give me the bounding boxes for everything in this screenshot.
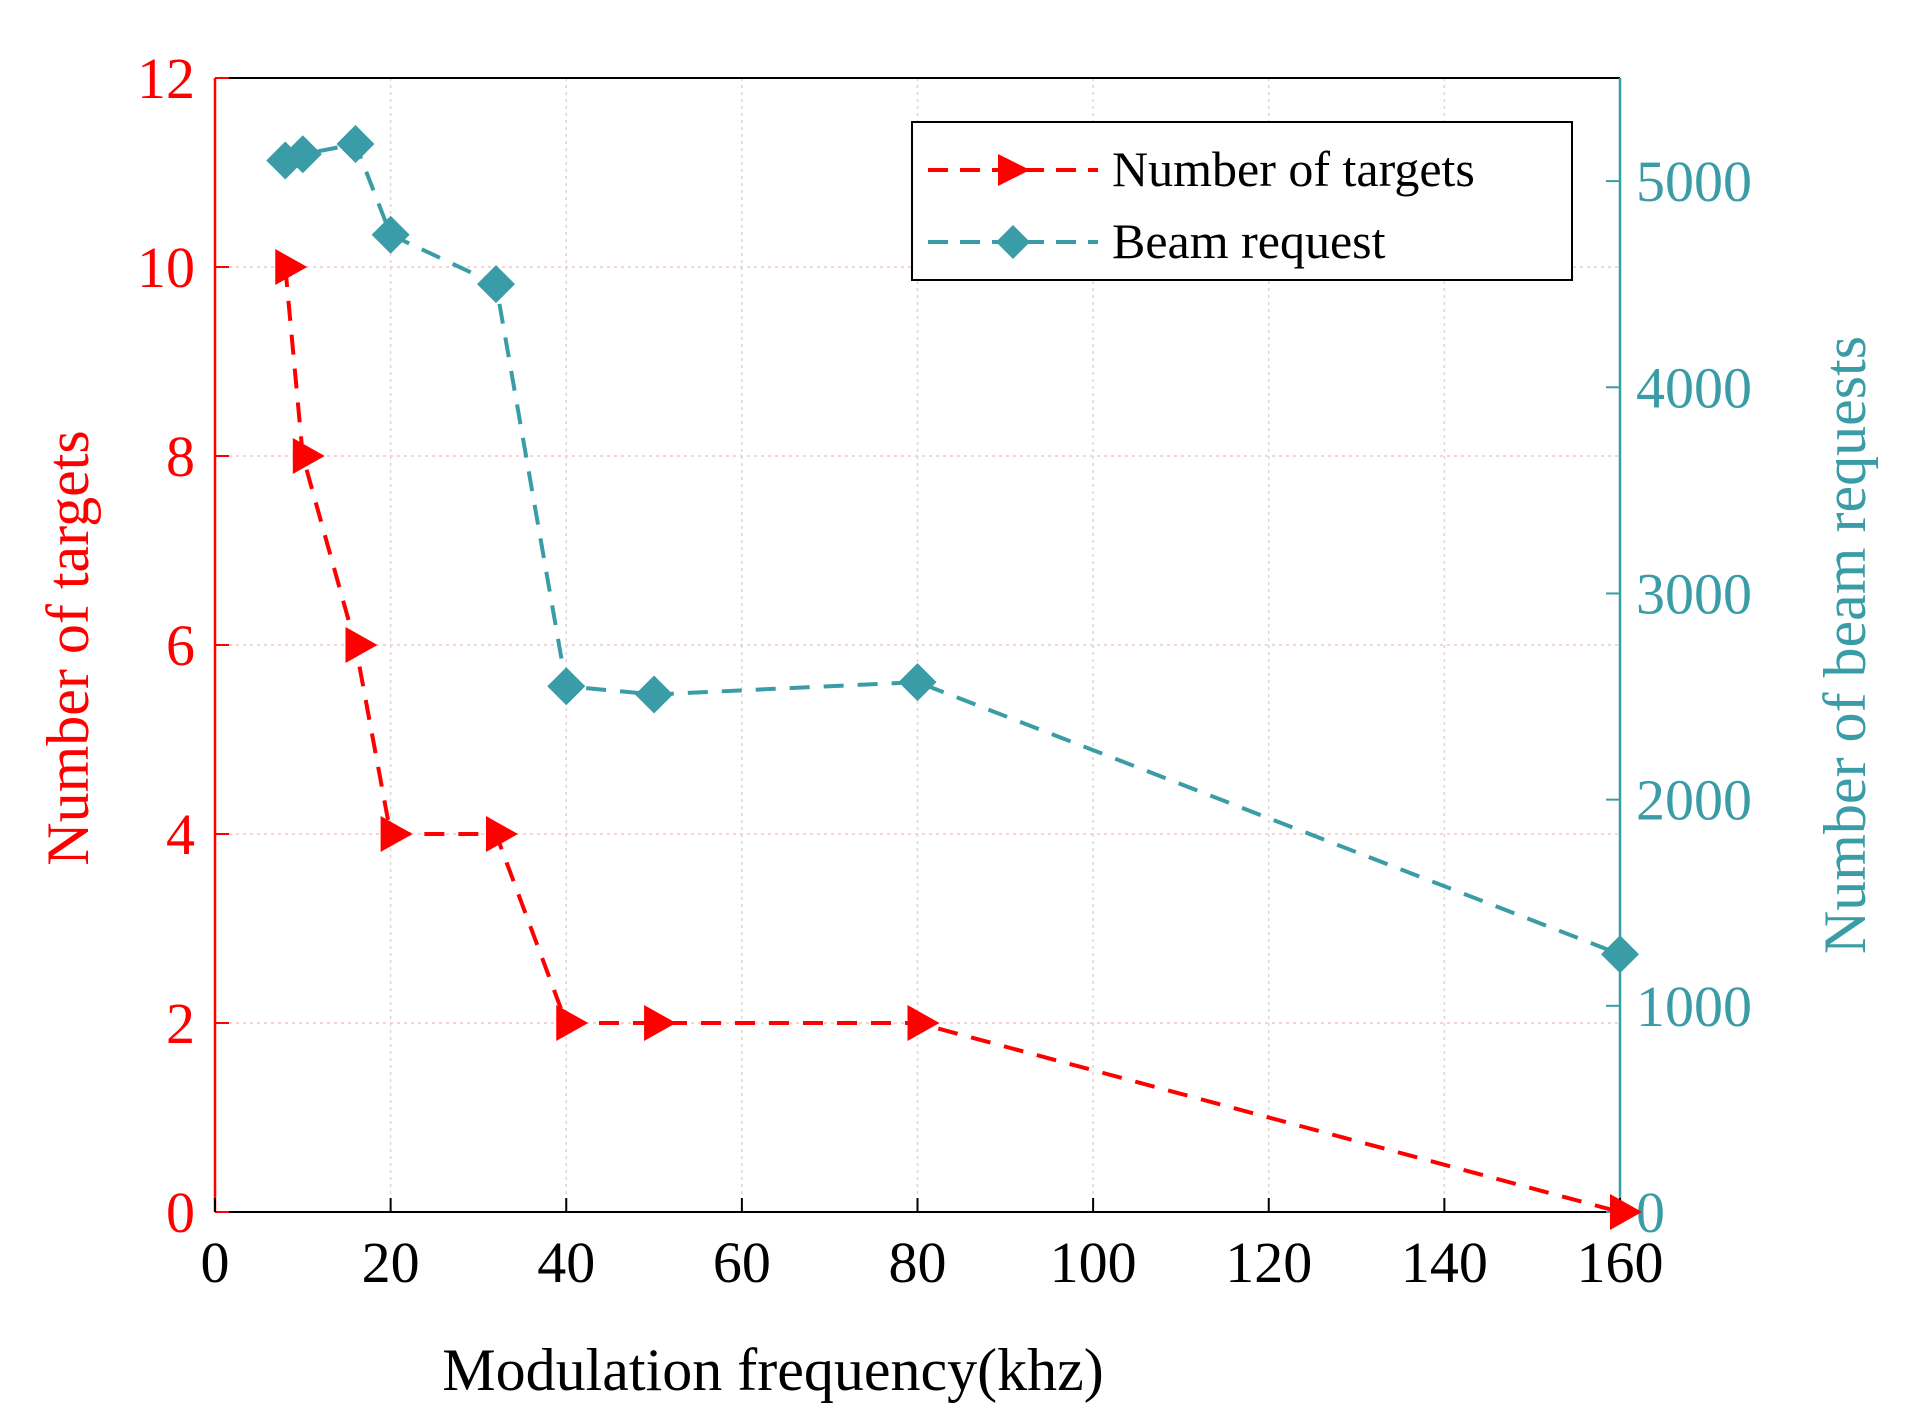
legend-entry-beam: Beam request <box>928 213 1386 269</box>
number-of-targets-point <box>644 1005 677 1041</box>
number-of-targets-point <box>486 816 518 852</box>
number-of-targets-point <box>275 249 308 285</box>
beam-request-point <box>635 675 674 714</box>
legend-box <box>911 121 1573 281</box>
number-of-targets-point <box>345 627 378 663</box>
right-y-tick-label: 1000 <box>1636 974 1752 1039</box>
right-y-axis-label: Number of beam requests <box>1812 336 1878 954</box>
left-y-tick-label: 4 <box>166 802 195 867</box>
left-y-tick-label: 2 <box>166 991 195 1056</box>
legend-label-targets: Number of targets <box>1112 141 1475 197</box>
x-axis-ticks: 0 20 40 60 80 100 120 140 160 <box>201 1198 1664 1295</box>
x-tick-label: 20 <box>362 1230 420 1295</box>
number-of-targets-point <box>556 1005 589 1041</box>
beam-request-point <box>283 135 322 174</box>
right-y-tick-label: 3000 <box>1636 561 1752 626</box>
beam-request-point <box>547 667 586 706</box>
x-tick-label: 120 <box>1225 1230 1312 1295</box>
x-tick-label: 0 <box>201 1230 230 1295</box>
x-tick-label: 160 <box>1577 1230 1664 1295</box>
x-tick-label: 140 <box>1401 1230 1488 1295</box>
left-y-tick-label: 8 <box>166 424 195 489</box>
right-y-tick-label: 5000 <box>1636 149 1752 214</box>
legend: Number of targets Beam request <box>911 121 1573 281</box>
legend-marker-targets <box>998 154 1030 186</box>
left-y-tick-label: 10 <box>137 235 195 300</box>
legend-label-beam: Beam request <box>1112 213 1386 269</box>
series-layer <box>266 124 1642 1230</box>
legend-entry-targets: Number of targets <box>928 141 1475 197</box>
x-tick-label: 80 <box>889 1230 947 1295</box>
legend-marker-beam <box>996 225 1030 259</box>
x-tick-label: 60 <box>713 1230 771 1295</box>
beam-request-point <box>336 124 375 163</box>
left-axis-ticks: 0 2 4 6 8 10 12 <box>137 46 229 1245</box>
left-y-tick-label: 6 <box>166 613 195 678</box>
x-axis-label: Modulation frequency(khz) <box>442 1337 1103 1403</box>
left-y-tick-label: 12 <box>137 46 195 111</box>
number-of-targets-point <box>1610 1194 1642 1230</box>
left-y-axis-label: Number of targets <box>35 430 101 865</box>
number-of-targets-point <box>380 816 413 852</box>
right-y-tick-label: 2000 <box>1636 768 1752 833</box>
right-y-tick-label: 4000 <box>1636 355 1752 420</box>
x-tick-label: 100 <box>1050 1230 1137 1295</box>
number-of-targets-point <box>907 1005 940 1041</box>
number-of-targets-point <box>292 438 325 474</box>
beam-request-point <box>371 215 410 254</box>
x-tick-label: 40 <box>537 1230 595 1295</box>
beam-request-point <box>1601 935 1639 974</box>
beam-request-point <box>477 265 515 304</box>
left-y-tick-label: 0 <box>166 1180 195 1245</box>
beam-request-point <box>898 663 937 702</box>
